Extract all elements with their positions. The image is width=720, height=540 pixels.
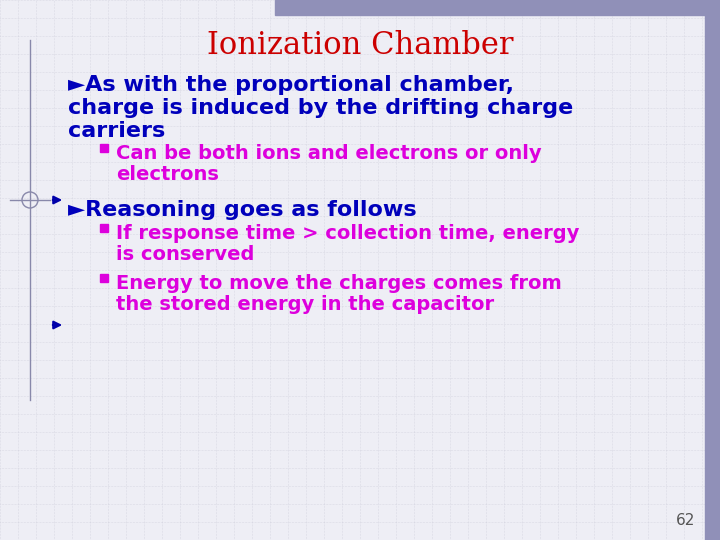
Bar bbox=[100, 274, 108, 282]
Text: carriers: carriers bbox=[68, 121, 166, 141]
Bar bbox=[705, 0, 720, 540]
Text: ►As with the proportional chamber,: ►As with the proportional chamber, bbox=[68, 75, 514, 95]
Text: Can be both ions and electrons or only: Can be both ions and electrons or only bbox=[116, 144, 541, 163]
Bar bbox=[100, 144, 108, 152]
Text: Energy to move the charges comes from: Energy to move the charges comes from bbox=[116, 274, 562, 293]
Text: Ionization Chamber: Ionization Chamber bbox=[207, 30, 513, 61]
Text: the stored energy in the capacitor: the stored energy in the capacitor bbox=[116, 295, 494, 314]
Bar bbox=[100, 224, 108, 232]
Text: 62: 62 bbox=[675, 513, 695, 528]
Text: is conserved: is conserved bbox=[116, 245, 254, 264]
Bar bbox=[275, 0, 705, 15]
Text: electrons: electrons bbox=[116, 165, 219, 184]
Text: If response time > collection time, energy: If response time > collection time, ener… bbox=[116, 224, 580, 243]
Text: charge is induced by the drifting charge: charge is induced by the drifting charge bbox=[68, 98, 573, 118]
Text: ►Reasoning goes as follows: ►Reasoning goes as follows bbox=[68, 200, 417, 220]
